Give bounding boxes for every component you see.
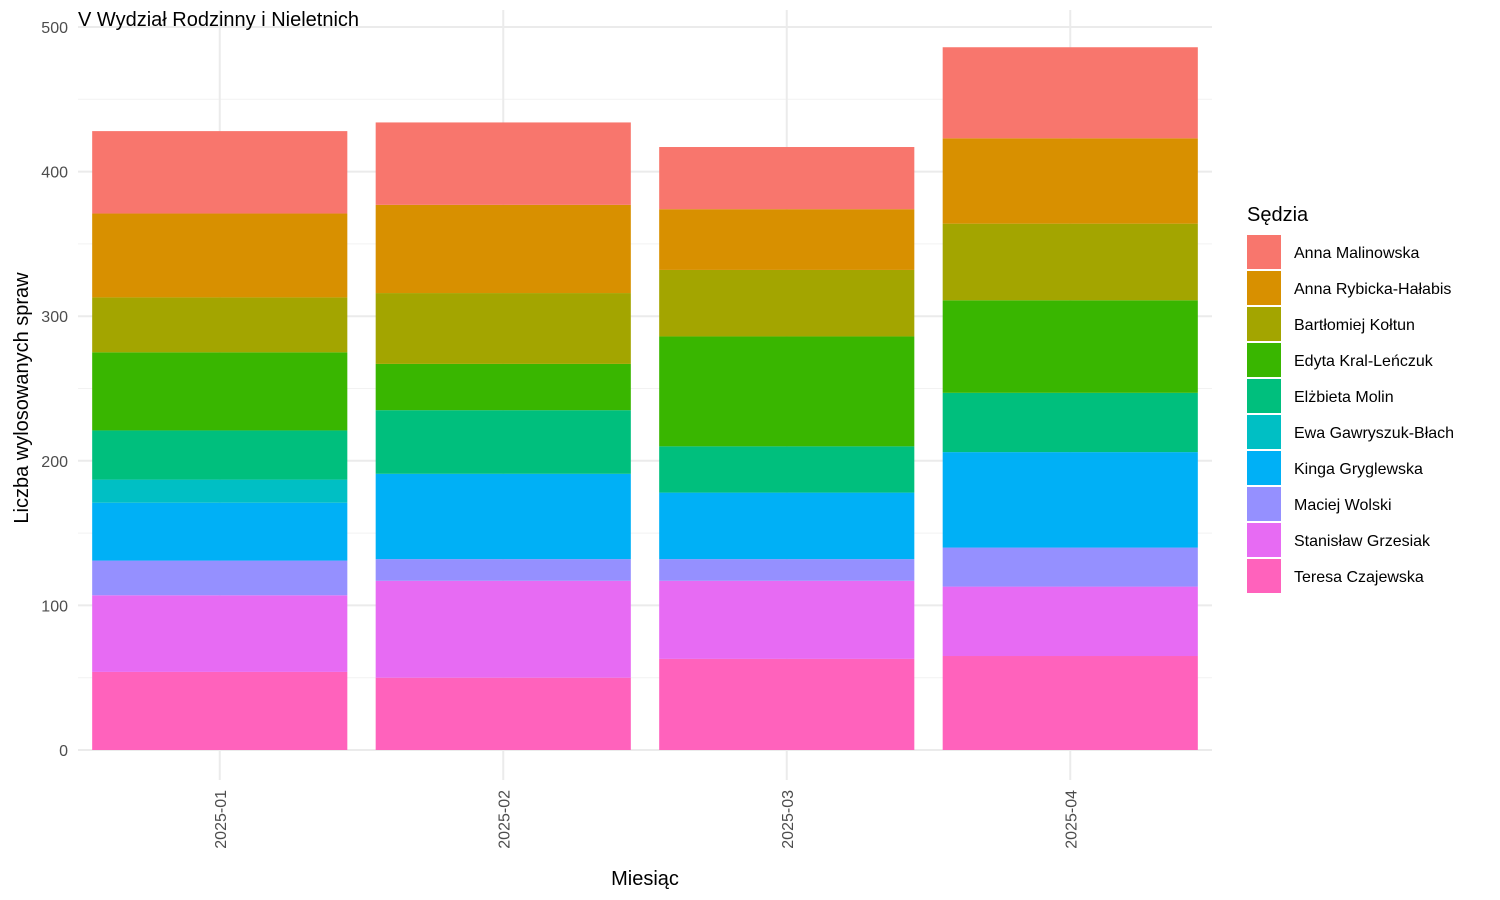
bar-segment (659, 147, 915, 210)
y-tick-label: 400 (41, 165, 68, 182)
bar-segment (942, 392, 1198, 453)
bar-segment (942, 47, 1198, 139)
bar-segment (375, 363, 631, 411)
bar-segment (942, 138, 1198, 224)
bar-segment (659, 209, 915, 270)
bar-segment (92, 560, 348, 596)
bars (92, 47, 1198, 750)
legend-label: Stanisław Grzesiak (1294, 533, 1431, 550)
x-tick-label: 2025-04 (1063, 790, 1080, 849)
bar-segment (92, 479, 348, 503)
chart-title: V Wydział Rodzinny i Nieletnich (78, 9, 359, 31)
bar-segment (92, 595, 348, 672)
bar-segment (92, 131, 348, 214)
bar-segment (942, 452, 1198, 548)
legend-key (1247, 235, 1281, 269)
y-tick-label: 300 (41, 309, 68, 326)
bar-segment (375, 293, 631, 364)
y-tick-label: 200 (41, 454, 68, 471)
bar-segment (659, 559, 915, 581)
legend-key (1247, 487, 1281, 521)
x-tick-label: 2025-03 (780, 790, 797, 849)
bar-segment (659, 492, 915, 560)
bar-segment (92, 430, 348, 480)
legend-label: Maciej Wolski (1294, 497, 1392, 514)
bar-segment (375, 410, 631, 474)
bar-segment (942, 656, 1198, 750)
legend-key (1247, 415, 1281, 449)
bar-segment (375, 473, 631, 560)
y-tick-label: 100 (41, 598, 68, 615)
y-tick-label: 0 (59, 743, 68, 760)
legend-label: Anna Rybicka-Hałabis (1294, 281, 1451, 298)
legend-label: Ewa Gawryszuk-Błach (1294, 425, 1454, 442)
legend: Anna Malinowska Anna Rybicka-Hałabis Bartł… (1247, 235, 1454, 593)
axes: 0 100 200 300 400 500 2025-01 2025-02 2025-03 202… (41, 20, 1080, 849)
legend-label: Elżbieta Molin (1294, 389, 1394, 406)
legend-key (1247, 271, 1281, 305)
bar-segment (375, 122, 631, 205)
bar-segment (942, 300, 1198, 393)
bar-segment (92, 352, 348, 431)
legend-label: Bartłomiej Kołtun (1294, 317, 1415, 334)
bar-segment (659, 269, 915, 337)
legend-key (1247, 343, 1281, 377)
legend-key (1247, 451, 1281, 485)
legend-title: Sędzia (1247, 204, 1309, 226)
x-tick-label: 2025-01 (213, 790, 230, 849)
bar-segment (375, 559, 631, 581)
bar-segment (659, 580, 915, 659)
y-axis-title: Liczba wylosowanych spraw (11, 272, 33, 524)
x-axis-title: Miesiąc (611, 868, 679, 890)
bar-segment (92, 297, 348, 353)
legend-label: Kinga Gryglewska (1294, 461, 1423, 478)
legend-label: Teresa Czajewska (1294, 569, 1424, 586)
legend-label: Anna Malinowska (1294, 245, 1420, 262)
bar-segment (942, 223, 1198, 301)
bar-segment (375, 677, 631, 750)
legend-label: Edyta Kral-Leńczuk (1294, 353, 1434, 370)
bar-segment (659, 658, 915, 750)
bar-segment (942, 586, 1198, 657)
legend-key (1247, 307, 1281, 341)
legend-key (1247, 523, 1281, 557)
legend-key (1247, 379, 1281, 413)
legend-key (1247, 559, 1281, 593)
x-tick-label: 2025-02 (496, 790, 513, 849)
bar-segment (375, 204, 631, 294)
y-tick-label: 500 (41, 20, 68, 37)
bar-segment (92, 671, 348, 750)
bar-segment (92, 502, 348, 561)
bar-segment (375, 580, 631, 678)
bar-segment (659, 336, 915, 447)
bar-segment (659, 446, 915, 493)
bar-segment (92, 213, 348, 298)
bar-segment (942, 547, 1198, 587)
